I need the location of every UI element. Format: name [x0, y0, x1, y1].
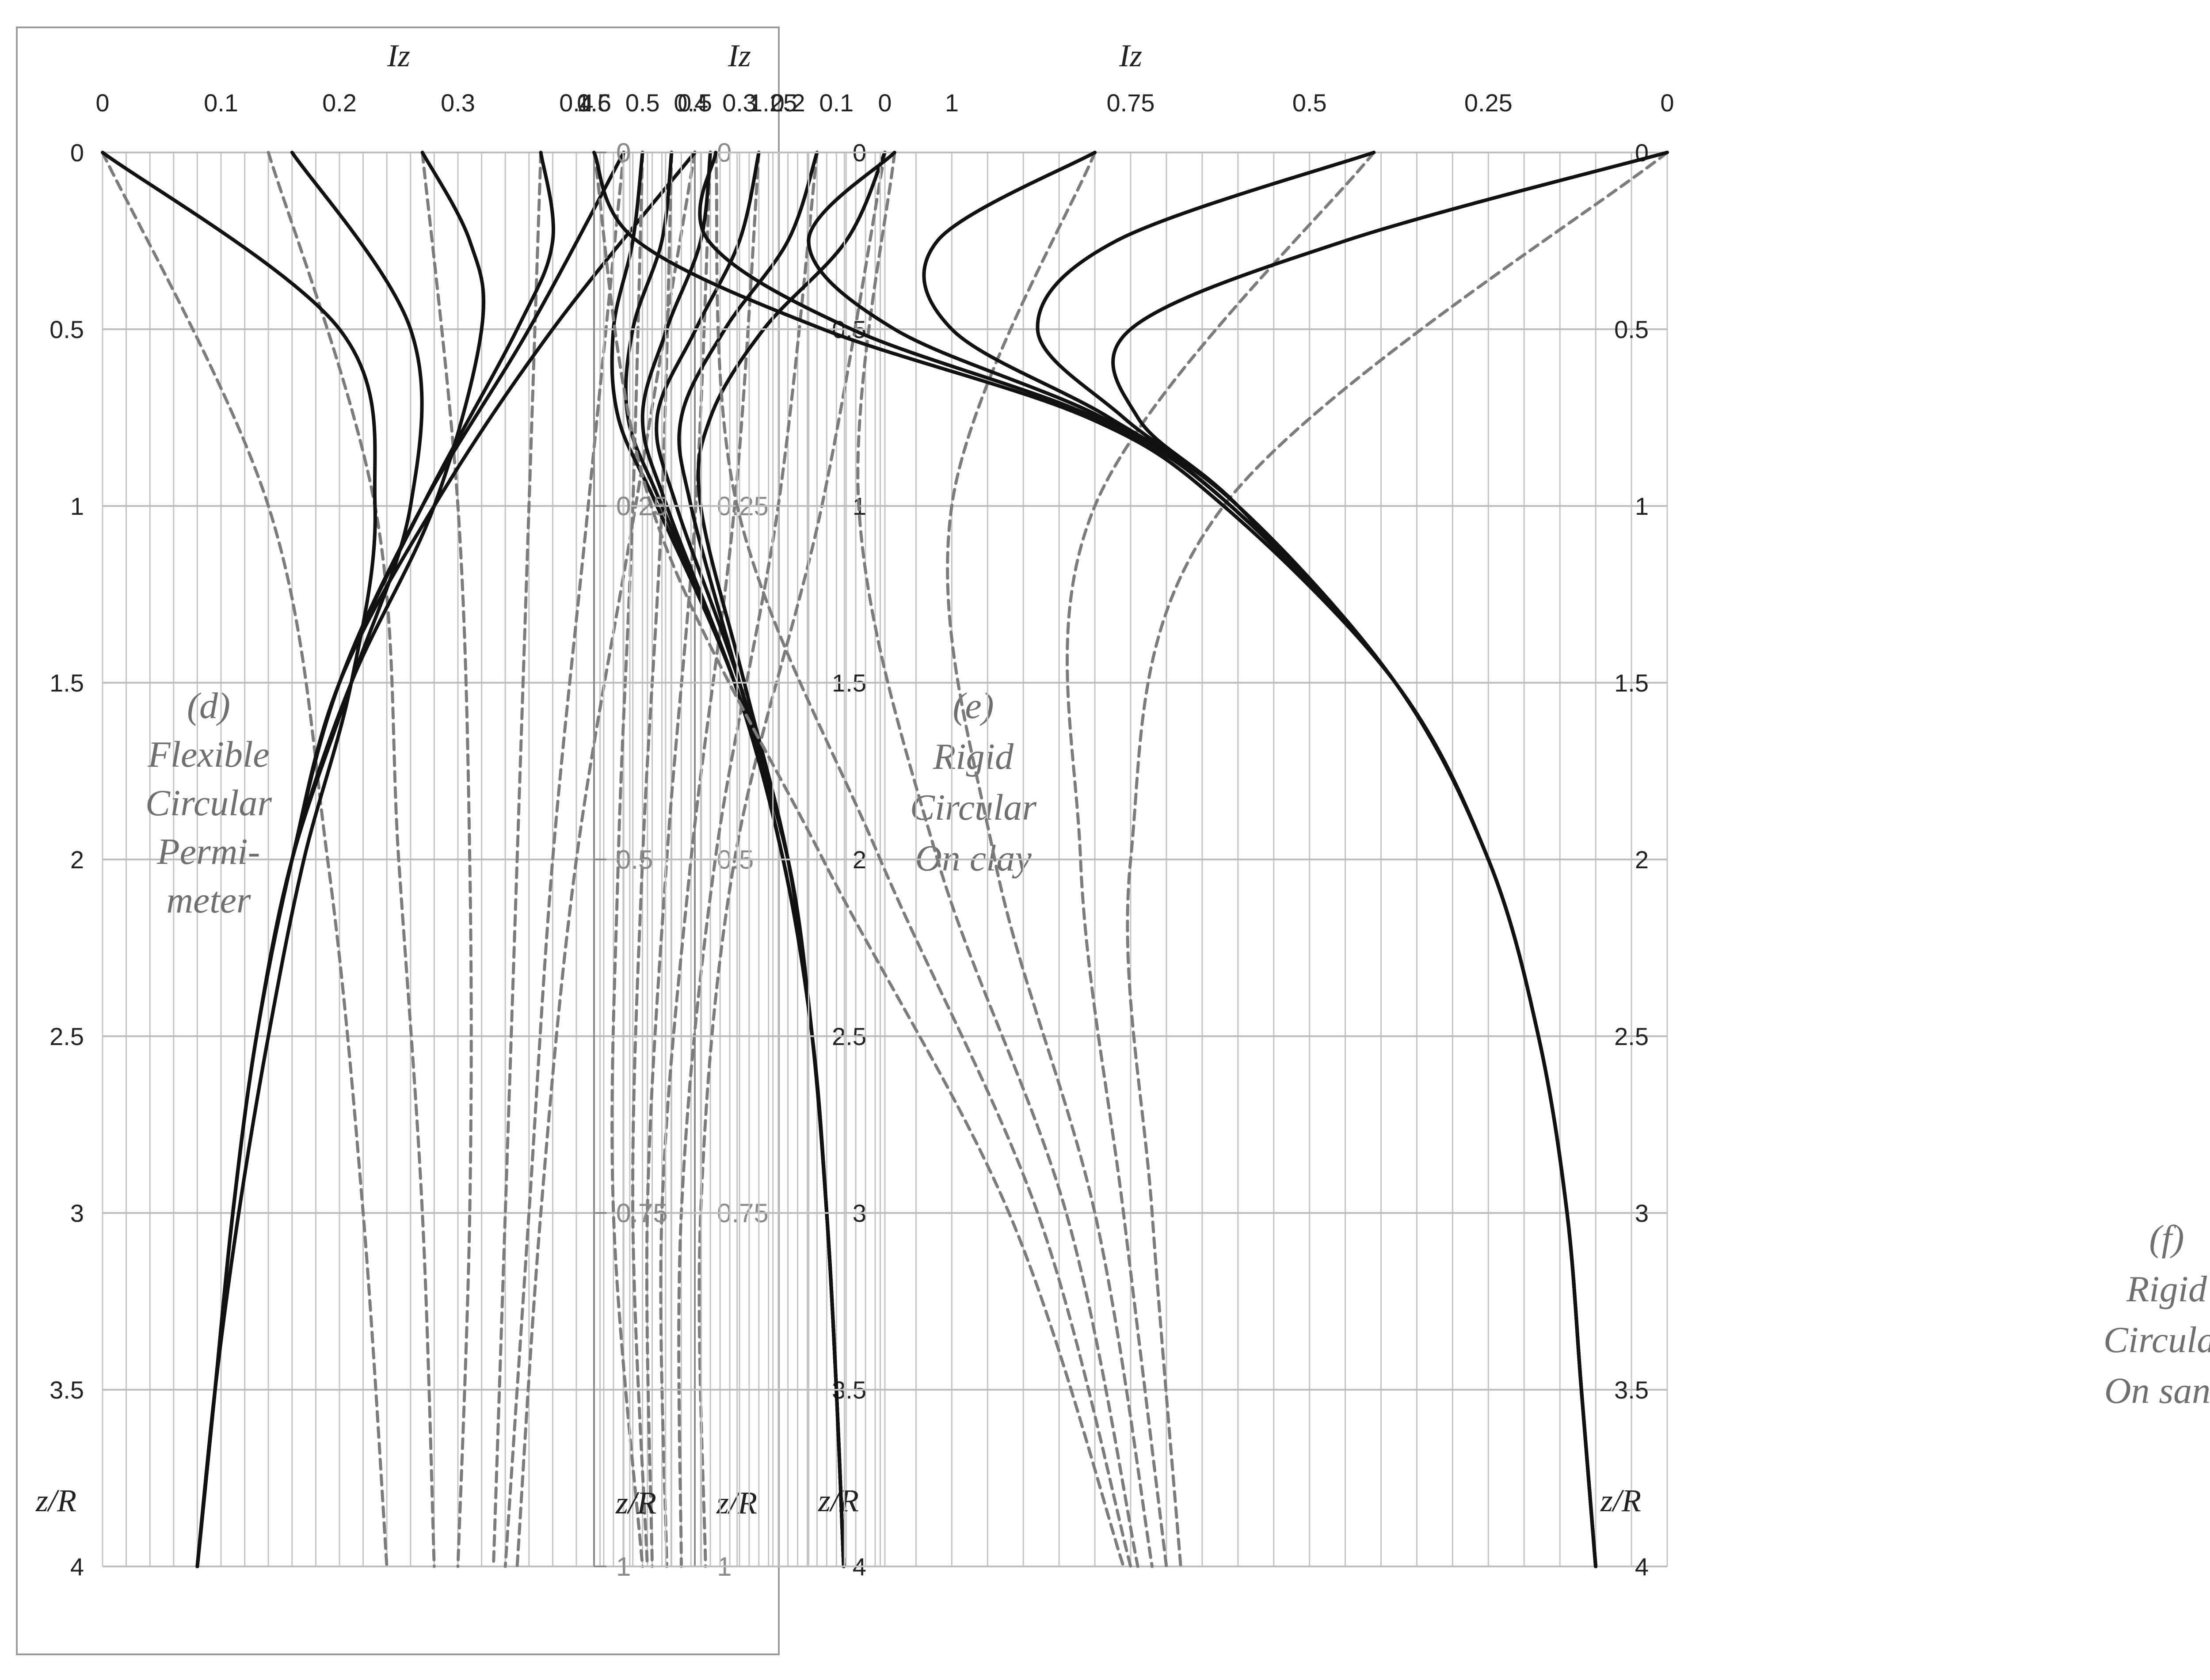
chart-f-dashed-series-1 [1126, 151, 1669, 1568]
chart-d-dashed-series-3 [421, 151, 473, 1568]
chart-d-dashed-series-group [101, 151, 697, 1568]
chart-d-x-tick-label: 0.4 [559, 89, 594, 117]
chart-d-annotation-line: Circular [145, 783, 272, 824]
chart-f-y-tick-label: 3.5 [1614, 1376, 1649, 1404]
chart-f-y-tick-label: 0 [1635, 139, 1649, 167]
chart-d-x-tick-label: 0.5 [678, 89, 712, 117]
chart-f-secondary-y-tick-label: 0.25 [616, 491, 668, 521]
chart-d-annotation-line: (d) [187, 685, 230, 726]
chart-f-x-tick-label: 1.25 [749, 89, 797, 117]
chart-d-panel: 0 0.1 0.2 0.3 0.4 0.500.511.522.533.5400.250.… [16, 27, 780, 1655]
chart-f-secondary-y-axis-title: z/R [615, 1485, 656, 1520]
chart-d-y-tick-label: 3.5 [50, 1376, 84, 1404]
chart-f-solid-series-6 [592, 151, 1598, 1568]
chart-f-secondary-y-tick-label: 0.75 [616, 1198, 668, 1228]
chart-e-x-tick-label: 0.6 [577, 89, 611, 117]
chart-f-x-axis-title: Iz [1119, 38, 1142, 73]
chart-d-dashed-series-5 [503, 151, 625, 1568]
chart-f-x-tick-label: 1 [945, 89, 959, 117]
chart-d-dashed-series-6 [515, 151, 697, 1568]
chart-d-y-tick-label: 0 [70, 139, 84, 167]
chart-d-x-tick-label: 0.1 [204, 89, 238, 117]
chart-e-x-tick-label: 0.2 [771, 89, 805, 117]
chart-f-x-tick-label: 0.25 [1464, 89, 1513, 117]
chart-f-dashed-series-2 [1066, 151, 1376, 1568]
chart-d-y-tick-label: 2 [70, 846, 84, 874]
chart-d-y-tick-label: 1.5 [50, 669, 84, 697]
chart-f-annotation-line: Circular [2103, 1319, 2210, 1361]
chart-f-secondary-y-tick-label: 0.5 [616, 845, 653, 874]
chart-f-annotation-line: Rigid [2126, 1269, 2207, 1310]
chart-d-x-tick-label: 0.2 [322, 89, 357, 117]
chart-f-annotation-line: On sand [2104, 1370, 2210, 1411]
chart-f-x-tick-label: 0.5 [1292, 89, 1327, 117]
chart-e-panel: 00.10.20.30.40.50.600.511.522.533.5400.2… [577, 38, 1036, 1581]
chart-d-solid-series-group [101, 151, 697, 1568]
chart-e-y-axis-title: z/R [818, 1483, 859, 1518]
chart-f-y-tick-label: 2 [1635, 846, 1649, 874]
chart-d-x-tick-label: 0.3 [441, 89, 475, 117]
chart-f-y-tick-label: 2.5 [1614, 1022, 1649, 1050]
chart-f-solid-series-group [592, 151, 1669, 1568]
chart-f-dashed-series-5 [714, 151, 1132, 1568]
chart-f-x-tick-label: 1.5 [577, 89, 611, 117]
chart-f-x-tick-label: 0.75 [1107, 89, 1155, 117]
chart-f-dashed-series-4 [856, 151, 1139, 1568]
chart-e-x-tick-label: 0.3 [722, 89, 757, 117]
chart-e-x-axis-title: Iz [728, 38, 751, 73]
chart-f-y-axis-title: z/R [1600, 1483, 1641, 1518]
chart-f-secondary-y-tick-label: 0 [616, 138, 631, 167]
chart-d-annotation-line: Permi- [156, 831, 260, 872]
chart-d-dashed-series-4 [492, 151, 543, 1568]
chart-d-y-tick-label: 4 [70, 1553, 84, 1581]
chart-d-dashed-series-2 [267, 151, 436, 1568]
chart-e-x-tick-label: 0.4 [674, 89, 708, 117]
chart-f-secondary-y-tick-label: 1 [616, 1552, 631, 1581]
chart-f-y-tick-label: 0.5 [1614, 315, 1649, 343]
chart-e-x-tick-label: 0.5 [625, 89, 660, 117]
chart-d-solid-series-6 [195, 151, 697, 1568]
chart-d-y-tick-label: 3 [70, 1199, 84, 1227]
chart-f-x-tick-label: 0 [1660, 89, 1674, 117]
chart-d-annotation-line: Flexible [147, 734, 269, 775]
chart-f-y-tick-label: 4 [1635, 1553, 1649, 1581]
chart-d-x-tick-label: 0 [95, 89, 109, 117]
chart-d-y-tick-label: 0.5 [50, 315, 84, 343]
chart-d-y-axis-title: z/R [35, 1483, 76, 1518]
chart-f-panel: 00.250.50.7511.251.500.511.522.533.5400.… [577, 38, 2210, 1581]
chart-f-dashed-series-6 [592, 151, 1125, 1568]
chart-d-dashed-series-1 [101, 151, 389, 1568]
chart-d-annotation-line: meter [166, 880, 251, 921]
chart-e-annotation-line: Circular [910, 787, 1037, 828]
chart-d-y-tick-label: 1 [70, 492, 84, 520]
chart-e-x-tick-label: 0.1 [819, 89, 854, 117]
chart-f-y-tick-label: 1 [1635, 492, 1649, 520]
chart-d-y-tick-label: 2.5 [50, 1022, 84, 1050]
chart-e-x-tick-label: 0 [878, 89, 892, 117]
chart-f-y-tick-label: 3 [1635, 1199, 1649, 1227]
chart-f-y-tick-label: 1.5 [1614, 669, 1649, 697]
chart-f-annotation-line: (f) [2149, 1218, 2184, 1259]
chart-d-x-axis-title: Iz [387, 38, 410, 73]
chart-f-dashed-series-group [592, 151, 1669, 1568]
